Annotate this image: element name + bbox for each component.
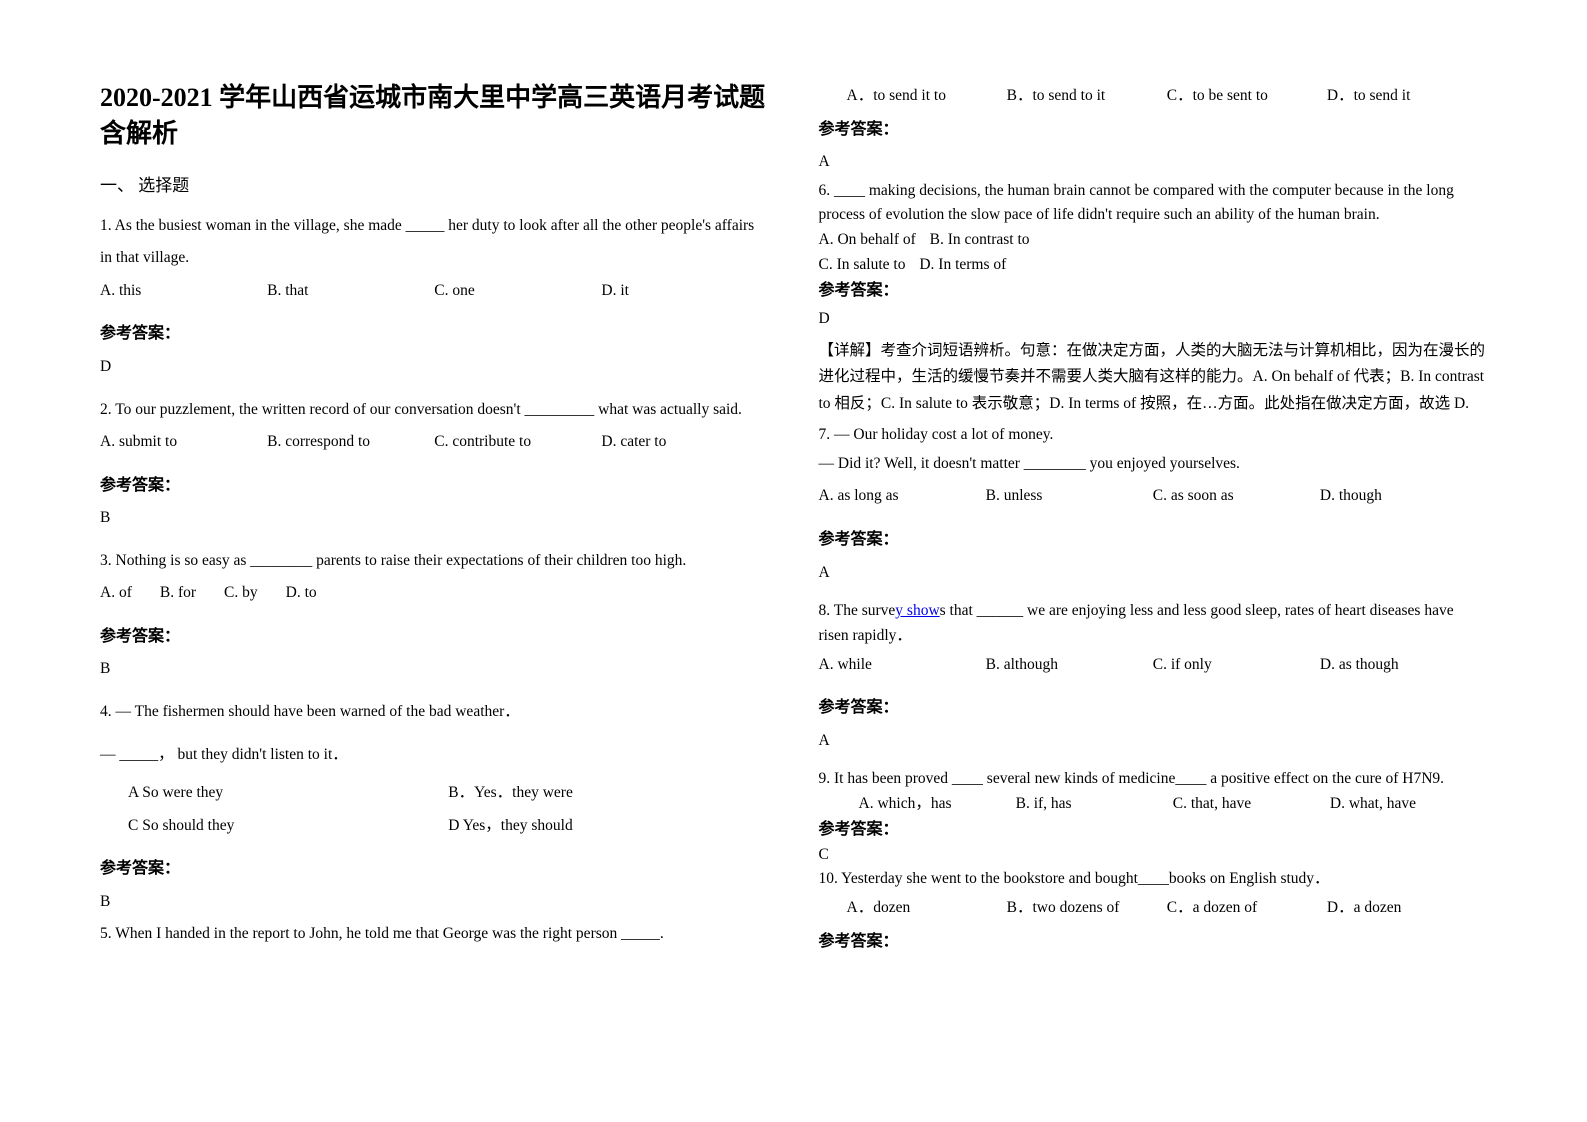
question-stem: — Did it? Well, it doesn't matter ______…	[819, 448, 1488, 481]
answer-label: 参考答案：	[100, 317, 769, 351]
option-a: A. as long as	[819, 480, 986, 513]
option-d: D. In terms of	[919, 256, 1006, 273]
option-a: A. while	[819, 649, 986, 682]
question-options: A. while B. although C. if only D. as th…	[819, 649, 1488, 682]
option-d: D. to	[286, 577, 317, 610]
question-stem: 10. Yesterday she went to the bookstore …	[819, 867, 1488, 892]
question-9: 9. It has been proved ____ several new k…	[819, 767, 1488, 817]
question-stem: 6. ____ making decisions, the human brai…	[819, 179, 1488, 229]
section-header: 一、 选择题	[100, 171, 769, 196]
option-d: D. as though	[1320, 649, 1487, 682]
option-a: A. On behalf of	[819, 231, 916, 248]
question-stem: 5. When I handed in the report to John, …	[100, 918, 769, 951]
question-stem: 2. To our puzzlement, the written record…	[100, 394, 769, 427]
option-a: A．dozen	[847, 892, 1007, 925]
stem-link[interactable]: y show	[895, 602, 939, 619]
answer-value: A	[819, 725, 1488, 758]
option-c: C. as soon as	[1153, 480, 1320, 513]
question-stem: 3. Nothing is so easy as ________ parent…	[100, 545, 769, 578]
option-a: A. which，has	[859, 792, 1016, 817]
question-stem: 8. The survey shows that ______ we are e…	[819, 599, 1488, 649]
question-7: 7. — Our holiday cost a lot of money. — …	[819, 423, 1488, 513]
question-stem: 4. — The fishermen should have been warn…	[100, 696, 769, 729]
right-column: A．to send it to B．to send to it C．to be …	[819, 80, 1488, 1082]
option-c: C. contribute to	[434, 426, 601, 459]
answer-value: C	[819, 843, 1488, 868]
option-c: C So should they	[128, 810, 448, 843]
option-d: D．a dozen	[1327, 892, 1487, 925]
option-b: B. correspond to	[267, 426, 434, 459]
option-c: C. In salute to	[819, 256, 906, 273]
answer-value: A	[819, 557, 1488, 590]
answer-label: 参考答案：	[100, 852, 769, 886]
answer-value: B	[100, 886, 769, 919]
answer-label: 参考答案：	[100, 469, 769, 503]
option-c: C．a dozen of	[1167, 892, 1327, 925]
answer-label: 参考答案：	[819, 113, 1488, 147]
option-b: B．Yes．they were	[448, 777, 768, 810]
option-b: B. for	[160, 577, 196, 610]
option-b: B. that	[267, 275, 434, 308]
question-stem: 9. It has been proved ____ several new k…	[819, 767, 1488, 792]
question-stem: 1. As the busiest woman in the village, …	[100, 210, 769, 275]
option-d: D. what, have	[1330, 792, 1487, 817]
option-a: A. this	[100, 275, 267, 308]
option-b: B. if, has	[1016, 792, 1173, 817]
option-b: B. In contrast to	[930, 231, 1030, 248]
question-options: A. submit to B. correspond to C. contrib…	[100, 426, 769, 459]
question-1: 1. As the busiest woman in the village, …	[100, 210, 769, 308]
question-5: 5. When I handed in the report to John, …	[100, 918, 769, 951]
question-options: A. On behalf of B. In contrast to C. In …	[819, 228, 1488, 278]
answer-label: 参考答案：	[819, 278, 1488, 304]
option-d: D. it	[601, 275, 768, 308]
question-options: A So were they B．Yes．they were C So shou…	[100, 777, 769, 842]
question-options: A．to send it to B．to send to it C．to be …	[819, 80, 1488, 113]
option-d: D. cater to	[601, 426, 768, 459]
answer-value: B	[100, 502, 769, 535]
question-5-options: A．to send it to B．to send to it C．to be …	[819, 80, 1488, 113]
question-6: 6. ____ making decisions, the human brai…	[819, 179, 1488, 278]
option-b: B. unless	[986, 480, 1153, 513]
question-4: 4. — The fishermen should have been warn…	[100, 696, 769, 842]
option-c: C. by	[224, 577, 258, 610]
left-column: 2020-2021 学年山西省运城市南大里中学高三英语月考试题含解析 一、 选择…	[100, 80, 769, 1082]
option-c: C. if only	[1153, 649, 1320, 682]
option-b: B．two dozens of	[1007, 892, 1167, 925]
question-options: A. this B. that C. one D. it	[100, 275, 769, 308]
option-d: D．to send it	[1327, 80, 1487, 113]
answer-value: D	[100, 351, 769, 384]
question-options: A．dozen B．two dozens of C．a dozen of D．a…	[819, 892, 1488, 925]
option-d: D. though	[1320, 480, 1487, 513]
option-a: A. submit to	[100, 426, 267, 459]
question-stem: 7. — Our holiday cost a lot of money.	[819, 423, 1488, 448]
answer-value: D	[819, 303, 1488, 336]
option-c: C．to be sent to	[1167, 80, 1327, 113]
question-stem: — _____， but they didn't listen to it．	[100, 739, 769, 772]
option-b: B．to send to it	[1007, 80, 1167, 113]
question-options: A. of B. for C. by D. to	[100, 577, 769, 610]
option-b: B. although	[986, 649, 1153, 682]
question-2: 2. To our puzzlement, the written record…	[100, 394, 769, 459]
option-a: A. of	[100, 577, 132, 610]
answer-label: 参考答案：	[819, 523, 1488, 557]
answer-label: 参考答案：	[819, 925, 1488, 959]
question-10: 10. Yesterday she went to the bookstore …	[819, 867, 1488, 924]
answer-label: 参考答案：	[819, 691, 1488, 725]
question-options: A. which，has B. if, has C. that, have D.…	[819, 792, 1488, 817]
option-c: C. one	[434, 275, 601, 308]
option-a: A So were they	[128, 777, 448, 810]
option-d: D Yes，they should	[448, 810, 768, 843]
answer-value: B	[100, 653, 769, 686]
answer-label: 参考答案：	[819, 817, 1488, 843]
stem-part: 8. The surve	[819, 602, 896, 619]
question-3: 3. Nothing is so easy as ________ parent…	[100, 545, 769, 610]
answer-value: A	[819, 146, 1488, 179]
answer-label: 参考答案：	[100, 620, 769, 654]
option-c: C. that, have	[1173, 792, 1330, 817]
option-a: A．to send it to	[847, 80, 1007, 113]
exam-title: 2020-2021 学年山西省运城市南大里中学高三英语月考试题含解析	[100, 80, 769, 153]
question-8: 8. The survey shows that ______ we are e…	[819, 599, 1488, 681]
question-explain: 【详解】考查介词短语辨析。句意：在做决定方面，人类的大脑无法与计算机相比，因为在…	[819, 338, 1488, 417]
question-options: A. as long as B. unless C. as soon as D.…	[819, 480, 1488, 513]
